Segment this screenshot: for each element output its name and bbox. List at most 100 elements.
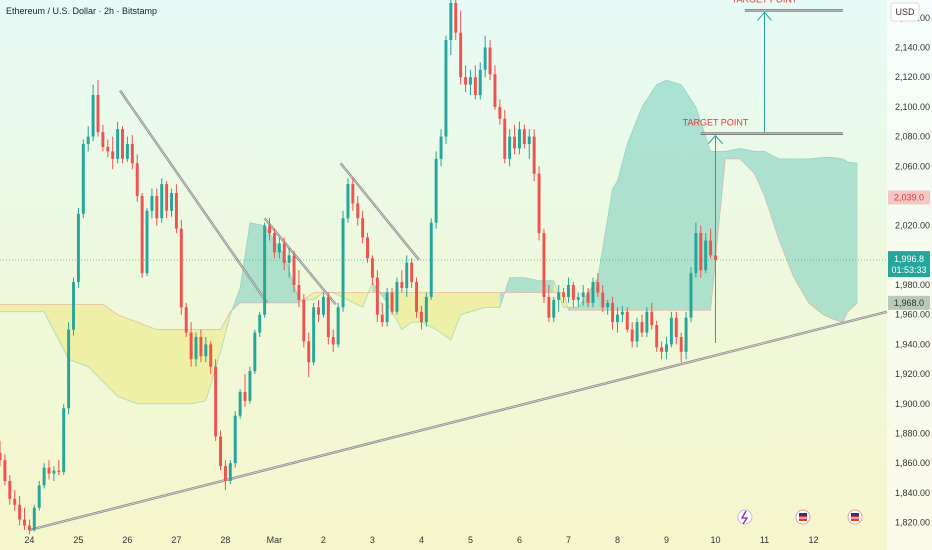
flag-event-icon (795, 509, 811, 525)
candle-body (562, 292, 566, 297)
cloud-segment (191, 329, 206, 404)
candle-body (655, 325, 659, 348)
cloud-segment (754, 151, 765, 196)
target-arrow-head (708, 134, 723, 144)
candle-body (174, 192, 178, 229)
cloud-segment (539, 280, 554, 293)
x-tick-label: 12 (808, 535, 818, 545)
candle-body (351, 184, 355, 204)
candle-body (635, 322, 639, 342)
candle-body (52, 470, 56, 474)
candle-body (674, 317, 678, 338)
candle-body (366, 237, 370, 259)
cloud-segment (436, 292, 451, 340)
y-tick-label: 2,060.00 (895, 161, 930, 171)
candle-body (86, 136, 90, 145)
candle-body (204, 344, 208, 357)
candle-body (32, 507, 36, 530)
flag-icon-canton (799, 513, 807, 516)
cloud-segment (102, 304, 118, 397)
candle-body (243, 391, 247, 401)
candle-body (165, 184, 169, 211)
candle-body (557, 292, 561, 300)
lower-level-text: 1,968.0 (894, 298, 924, 308)
candle-body (493, 74, 497, 107)
cloud-segment (44, 304, 69, 360)
cloud-segment (641, 84, 657, 311)
candle-body (317, 307, 321, 315)
event-icons[interactable] (737, 509, 863, 525)
marked-level-text: 2,039.0 (894, 192, 924, 202)
x-tick-label: Mar (267, 535, 283, 545)
support-trendline-inner (29, 311, 888, 531)
candle-body (704, 240, 708, 271)
candle-body (184, 307, 188, 333)
candle-body (57, 470, 61, 473)
candle-body (606, 302, 610, 308)
currency-label: USD (895, 7, 915, 17)
candle-body (277, 243, 281, 253)
candle-body (307, 341, 311, 363)
candle-body (532, 136, 536, 174)
candle-body (3, 460, 7, 482)
cloud-segment (793, 158, 809, 303)
candle-body (596, 282, 600, 293)
candle-body (248, 371, 252, 401)
flag-icon-fill (799, 513, 807, 521)
candle-body (415, 282, 419, 312)
x-tick-label: 2 (321, 535, 326, 545)
x-tick-label: 9 (664, 535, 669, 545)
candle-body (615, 314, 619, 323)
candle-body (214, 366, 218, 437)
time-axis-panel (0, 530, 887, 550)
candle-body (72, 282, 75, 330)
cloud-segment (68, 304, 89, 367)
candle-body (67, 329, 71, 409)
candle-body (488, 47, 492, 75)
candles (0, 0, 717, 535)
cloud-segment (612, 181, 618, 311)
cloud-segment (460, 292, 471, 315)
cloud-segment (656, 80, 667, 311)
y-tick-label: 2,020.00 (895, 221, 930, 231)
cloud-segment (779, 158, 794, 278)
cloud-segment (627, 106, 642, 311)
cloud-segment (681, 84, 696, 311)
candle-body (547, 296, 551, 318)
cloud-segment (597, 188, 613, 311)
y-tick-label: 1,960.00 (895, 310, 930, 320)
lower-level-badge (888, 295, 930, 310)
x-tick-label: 6 (517, 535, 522, 545)
candle-body (356, 203, 360, 219)
candle-body (125, 144, 129, 159)
candle-body (620, 311, 624, 315)
cloud-segment (617, 144, 628, 311)
candle-body (8, 481, 12, 499)
candle-body (684, 317, 688, 352)
candle-body (233, 415, 237, 464)
y-tick-label: 1,920.00 (895, 369, 930, 379)
cloud-segment (347, 292, 363, 308)
candle-body (292, 255, 296, 286)
candle-body (47, 467, 51, 474)
candle-body (228, 463, 232, 482)
x-tick-label: 28 (220, 535, 230, 545)
currency-button[interactable]: USD (890, 2, 920, 22)
candle-body (591, 282, 595, 303)
cloud-segment (249, 222, 265, 303)
candle-body (405, 262, 409, 289)
candle-body (410, 262, 414, 283)
candle-body (346, 184, 350, 219)
x-tick-label: 5 (468, 535, 473, 545)
current-price-text: 1,996.8 (894, 254, 924, 264)
candle-body (160, 184, 164, 219)
candle-body (370, 258, 374, 278)
y-tick-label: 1,860.00 (895, 458, 930, 468)
candle-body (517, 129, 521, 149)
cloud-segment (0, 304, 45, 312)
leading-span-b (0, 158, 858, 330)
cloud-segment (823, 157, 834, 320)
